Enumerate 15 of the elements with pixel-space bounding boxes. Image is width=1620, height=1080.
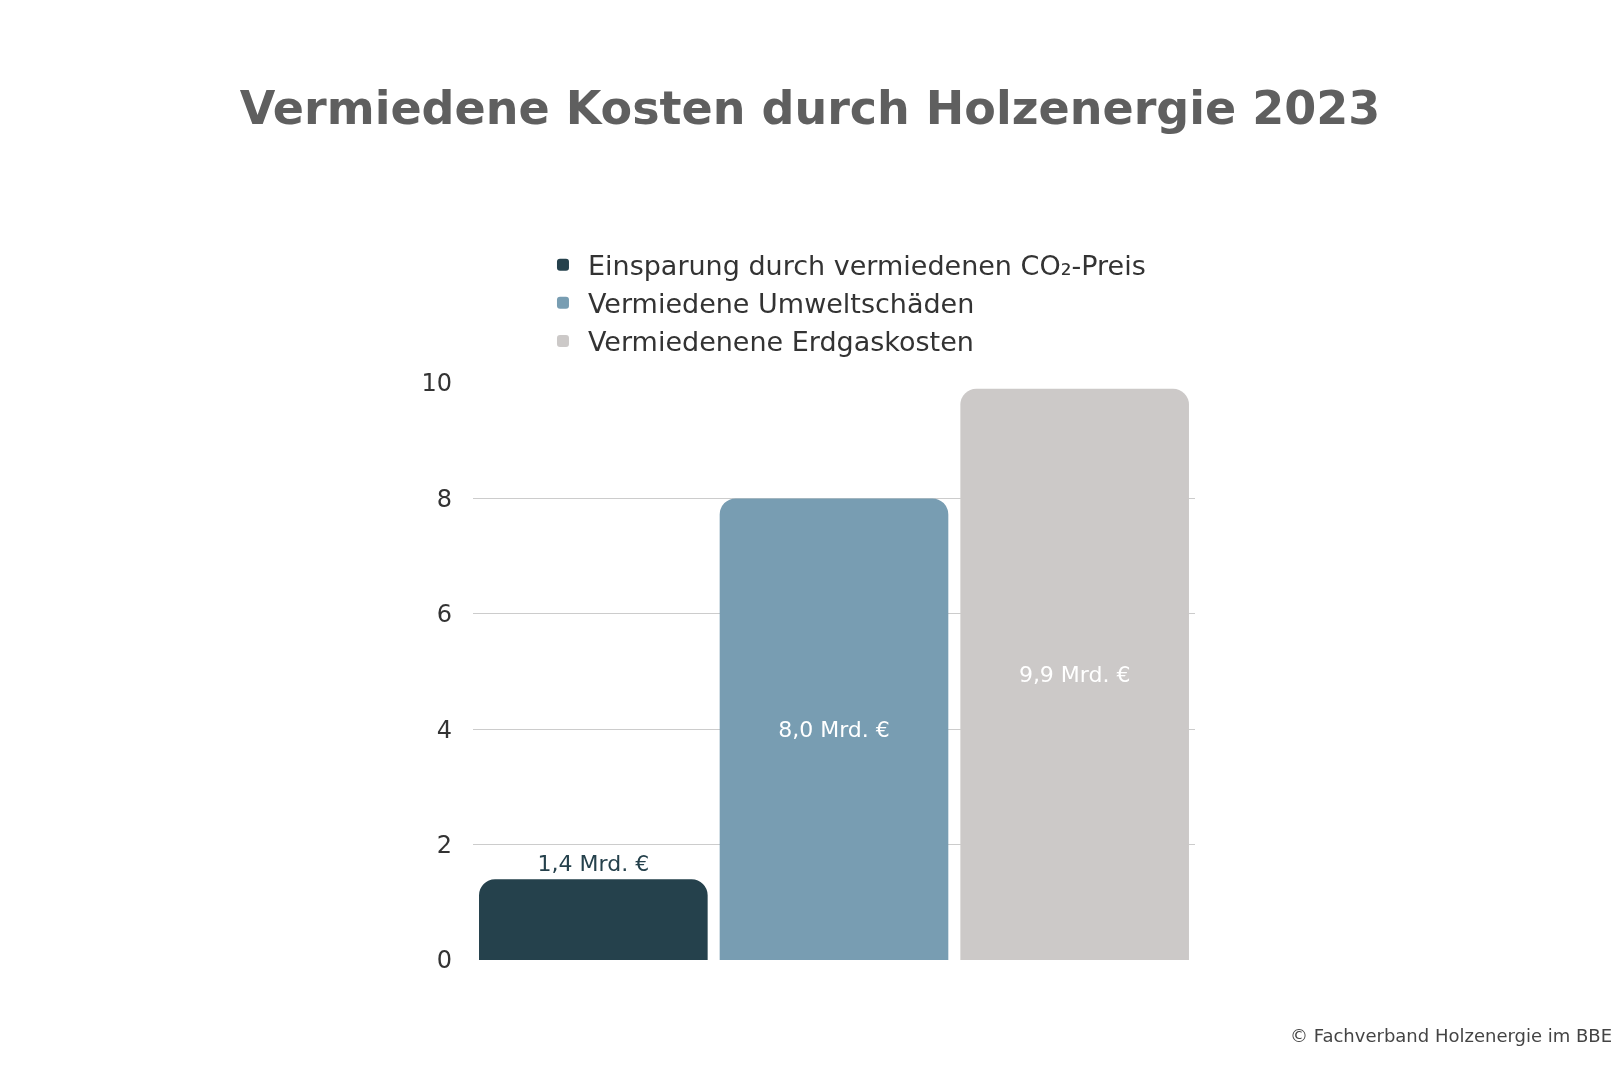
y-tick-label: 8	[436, 484, 452, 513]
data-label: 8,0 Mrd. €	[778, 716, 890, 742]
y-tick-label: 2	[436, 831, 452, 859]
legend-label: Einsparung durch vermiedenen CO₂-Preis	[587, 250, 1146, 282]
legend-label: Vermiedenene Erdgaskosten	[587, 326, 974, 358]
y-tick-label: 0	[436, 946, 452, 975]
legend-label: Vermiedene Umweltschäden	[587, 288, 975, 320]
chart-title: Vermiedene Kosten durch Holzenergie 2023	[239, 81, 1381, 136]
data-label: 1,4 Mrd. €	[537, 851, 650, 877]
y-tick-label: 4	[436, 715, 452, 744]
bar	[479, 879, 708, 960]
y-tick-label: 6	[436, 600, 452, 629]
bar	[719, 498, 949, 960]
text: © Fachverband Holzenergie im BBE	[1290, 1025, 1613, 1046]
y-tick-label: 10	[421, 369, 452, 398]
